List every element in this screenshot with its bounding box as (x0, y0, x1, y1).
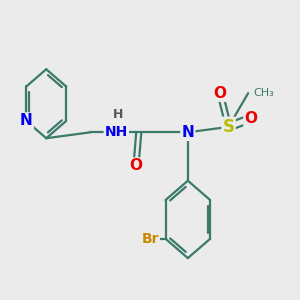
Text: N: N (182, 125, 194, 140)
Text: N: N (20, 113, 33, 128)
Text: O: O (130, 158, 142, 173)
Text: H: H (112, 108, 123, 121)
Text: Br: Br (141, 232, 159, 246)
Text: O: O (244, 111, 257, 126)
Text: CH₃: CH₃ (253, 88, 274, 98)
Text: S: S (223, 118, 235, 136)
Text: O: O (214, 86, 226, 101)
Text: NH: NH (105, 125, 128, 139)
